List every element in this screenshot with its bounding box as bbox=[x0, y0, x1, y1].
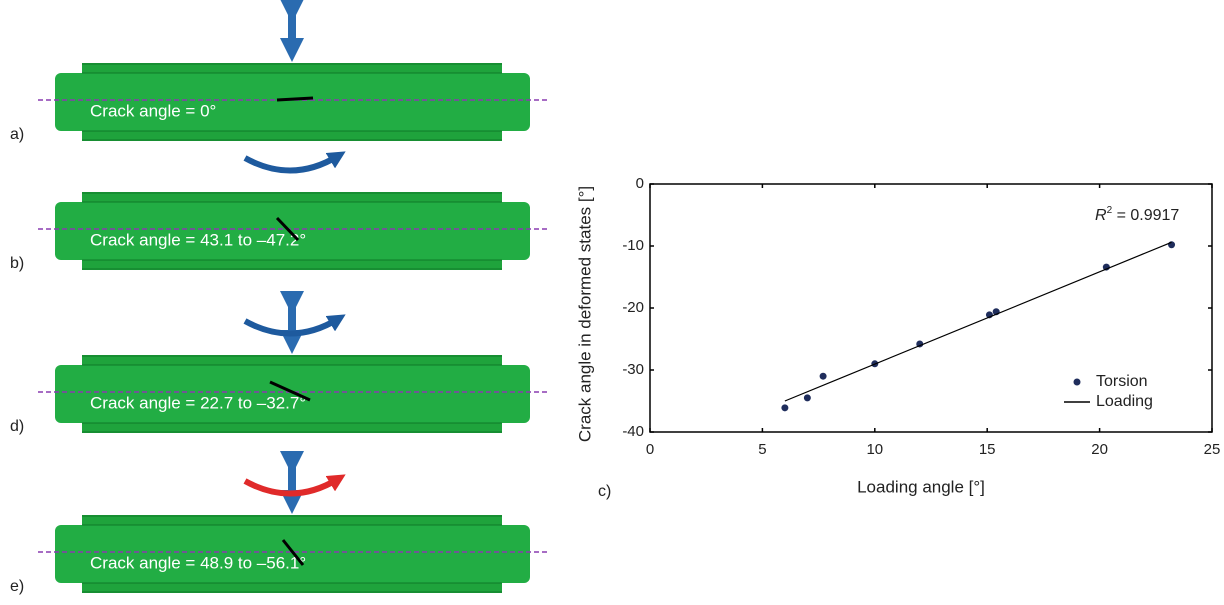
x-tick-label: 20 bbox=[1091, 441, 1108, 458]
point bbox=[804, 394, 811, 401]
x-tick-label: 25 bbox=[1204, 441, 1221, 458]
legend-label: Torsion bbox=[1096, 373, 1148, 390]
figure: Crack angle = 0° a) Crack angle = 43.1 to … bbox=[0, 0, 1224, 605]
annotation-text: = 0.9917 bbox=[1112, 207, 1179, 224]
y-tick-label: -20 bbox=[622, 299, 644, 316]
x-tick-label: 10 bbox=[866, 441, 883, 458]
panel-label: c) bbox=[598, 483, 611, 500]
crack-label: Crack angle = 48.9 to –56.1° bbox=[90, 553, 306, 572]
symbol: R bbox=[1095, 207, 1107, 224]
x-tick-label: 0 bbox=[646, 441, 654, 458]
legend-marker bbox=[1074, 379, 1081, 386]
point bbox=[820, 373, 827, 380]
beam-panel: Crack angle = 43.1 to –47.2° b) bbox=[10, 156, 548, 272]
panel-label: e) bbox=[10, 578, 24, 595]
beam-panel: Crack angle = 0° a) bbox=[10, 11, 548, 143]
y-tick-label: 0 bbox=[636, 175, 644, 192]
r-squared: R2 = 0.9917 bbox=[1095, 205, 1179, 225]
crack-label: Crack angle = 22.7 to –32.7° bbox=[90, 393, 306, 412]
legend-label: Loading bbox=[1096, 393, 1153, 410]
y-tick-label: -10 bbox=[622, 237, 644, 254]
y-tick-label: -30 bbox=[622, 361, 644, 378]
panel-label: b) bbox=[10, 255, 24, 272]
x-axis-label: Loading angle [°] bbox=[857, 477, 985, 496]
y-axis-label: Crack angle in deformed states [°] bbox=[575, 186, 594, 442]
crack-label: Crack angle = 0° bbox=[90, 101, 216, 120]
x-tick-label: 15 bbox=[979, 441, 996, 458]
beam-panel: Crack angle = 22.7 to –32.7° d) bbox=[10, 303, 548, 435]
x-tick-label: 5 bbox=[758, 441, 766, 458]
panel-label: a) bbox=[10, 126, 24, 143]
y-tick-label: -40 bbox=[622, 423, 644, 440]
beam-panel: Crack angle = 48.9 to –56.1° e) bbox=[10, 463, 548, 595]
panel-label: d) bbox=[10, 418, 24, 435]
crack-label: Crack angle = 43.1 to –47.2° bbox=[90, 230, 306, 249]
torsion-arrow bbox=[245, 156, 338, 171]
point bbox=[781, 404, 788, 411]
crack bbox=[277, 98, 313, 100]
